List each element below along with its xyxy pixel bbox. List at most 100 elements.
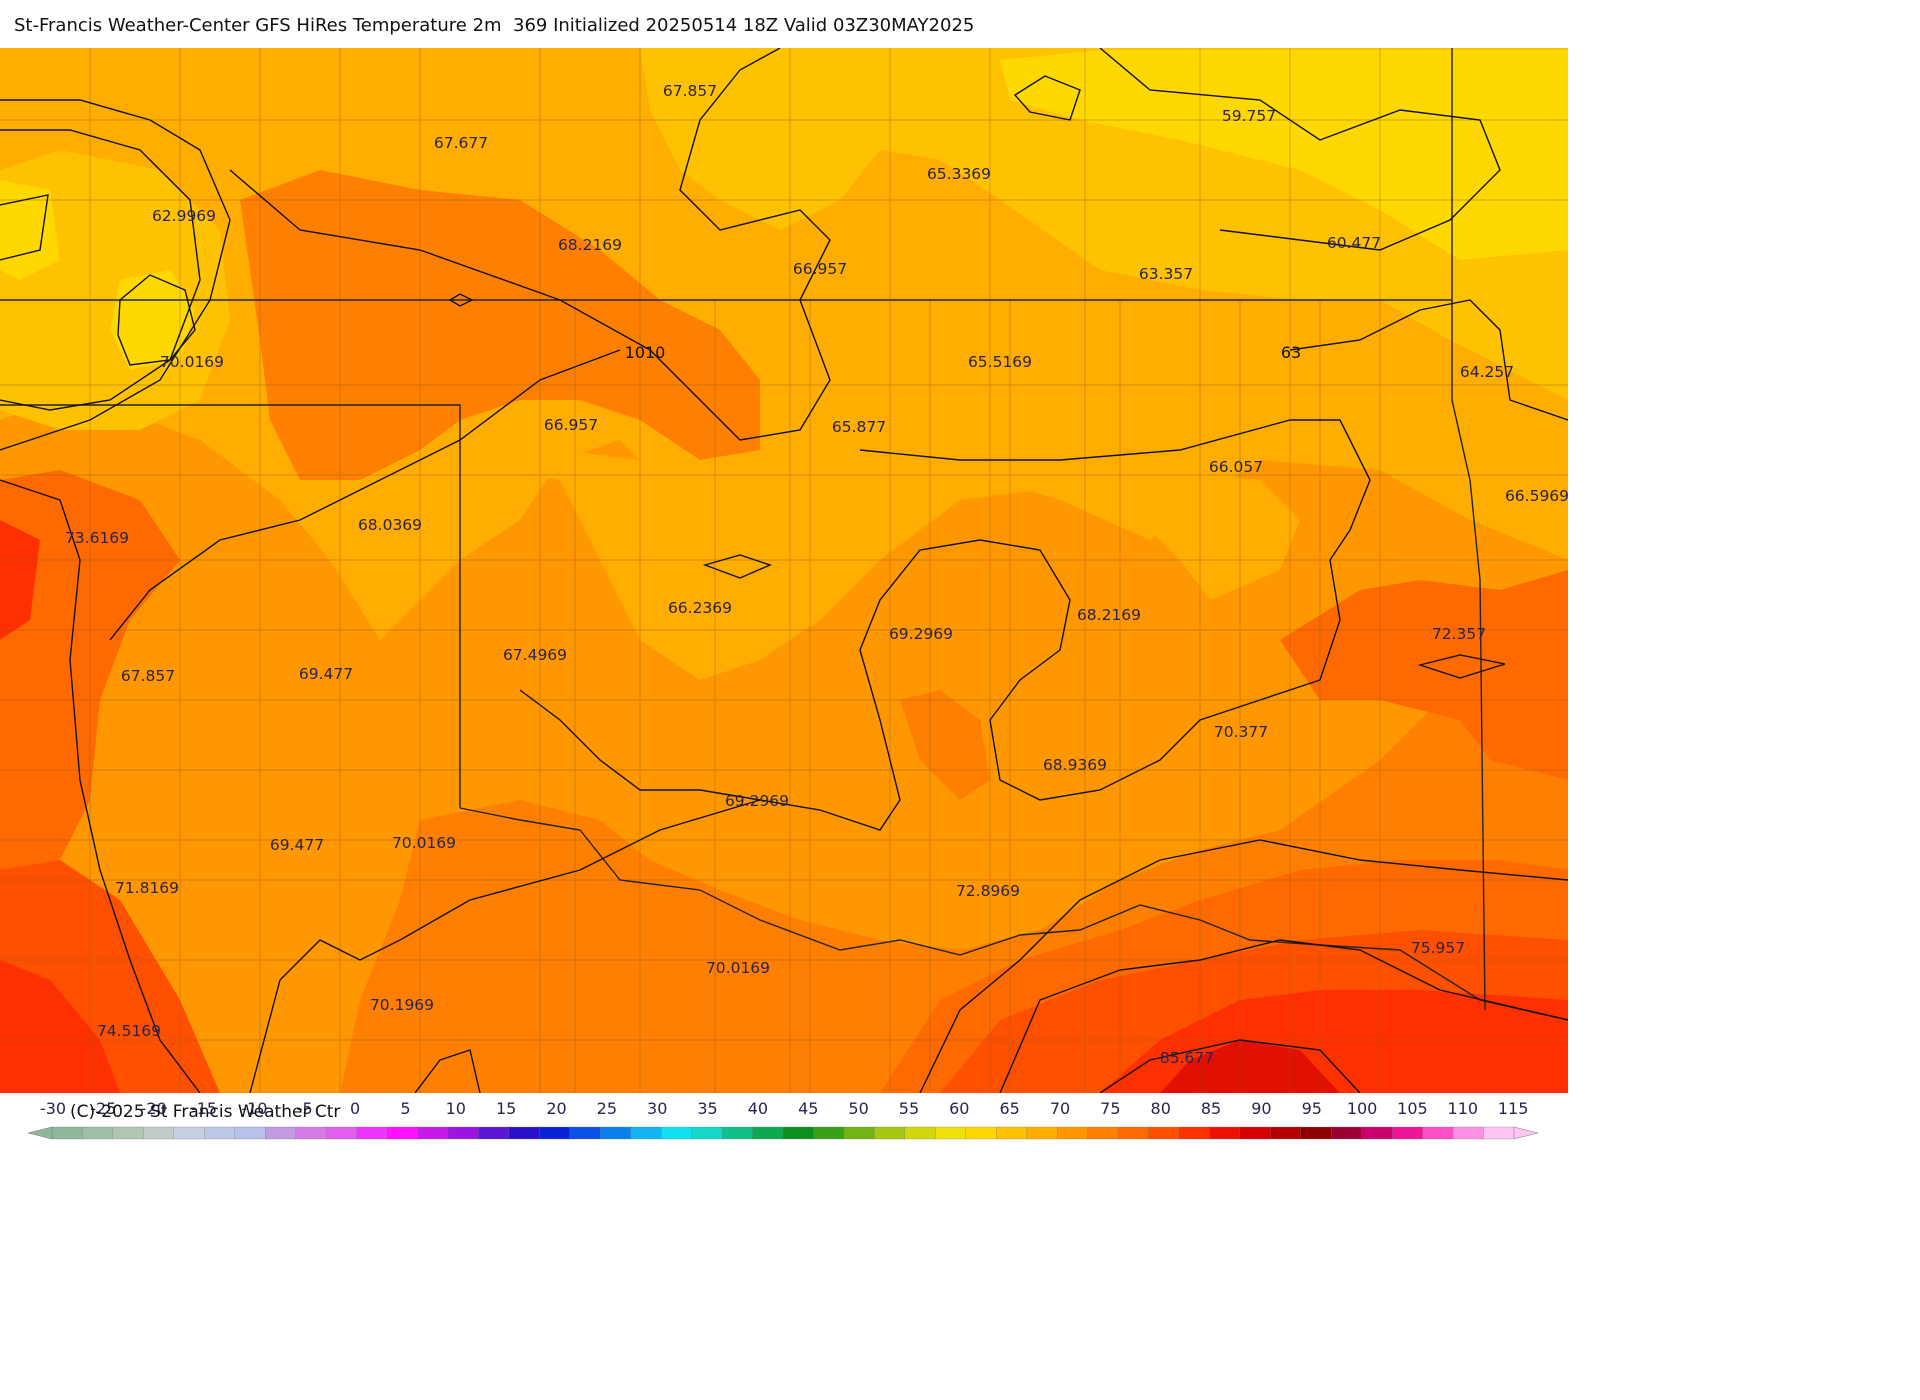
colorbar-tick-label: 100 (1347, 1099, 1378, 1118)
temperature-value-label: 75.957 (1411, 939, 1465, 957)
temperature-value-label: 65.5169 (968, 353, 1032, 371)
colorbar-tick-label: -5 (297, 1099, 313, 1118)
colorbar-swatch (965, 1126, 997, 1140)
temperature-value-label: 66.5969 (1505, 487, 1568, 505)
temperature-value-label: 85.677 (1160, 1049, 1214, 1067)
map-title: St-Francis Weather-Center GFS HiRes Temp… (14, 15, 975, 36)
temperature-value-label: 70.0169 (392, 834, 456, 852)
colorbar-tick-label: 80 (1151, 1099, 1171, 1118)
contour-south-west (249, 799, 761, 1093)
contour-1010 (109, 349, 621, 641)
colorbar-tick-label: -20 (141, 1099, 167, 1118)
temperature-map: 67.857 67.677 62.9969 68.2169 65.3369 59.757 6… (0, 48, 1568, 1093)
temperature-value-label: 70.377 (1214, 723, 1268, 741)
colorbar-swatch (752, 1126, 784, 1140)
temperature-value-label: 63.357 (1139, 265, 1193, 283)
fill-central-65 (500, 430, 1300, 680)
contour-west-mid (0, 129, 201, 411)
temperature-value-label: 67.4969 (503, 646, 567, 664)
temperature-value-label: 62.9969 (152, 207, 216, 225)
temperature-value-label: 67.857 (663, 82, 717, 100)
colorbar-swatch (478, 1126, 510, 1140)
map-canvas: 67.857 67.677 62.9969 68.2169 65.3369 59.757 6… (0, 48, 1568, 1093)
colorbar-tick-label: 95 (1302, 1099, 1322, 1118)
boundary-layer (0, 48, 1568, 1093)
colorbar-tick-label: 5 (400, 1099, 410, 1118)
colorbar-tick-label: 90 (1251, 1099, 1271, 1118)
contour-central-north (229, 48, 831, 441)
colorbar-swatch (295, 1126, 327, 1140)
fill-patch-70-central (900, 690, 990, 800)
colorbar-swatch (1239, 1126, 1271, 1140)
colorbar-swatch (1117, 1126, 1150, 1140)
colorbar-left-arrow (27, 1126, 53, 1140)
colorbar-tick-label: -30 (40, 1099, 66, 1118)
colorbar-swatch (691, 1126, 723, 1140)
fill-zone-70-northwest (240, 170, 760, 480)
value-label-layer: 67.857 67.677 62.9969 68.2169 65.3369 59.757 6… (65, 82, 1568, 1067)
fill-zone-80-west-edge (0, 520, 40, 640)
county-lines-vertical (89, 48, 1381, 1093)
colorbar-swatch (1422, 1126, 1454, 1140)
colorbar-swatch (356, 1126, 388, 1140)
colorbar-swatches (27, 1126, 1539, 1140)
state-border-east (1451, 48, 1486, 1011)
contour-west-outer (0, 99, 231, 451)
colorbar-swatch (874, 1126, 906, 1140)
colorbar-legend: -30 -25 -20 -15 -10 -5 0 5 10 15 20 25 30 35 40 45 50 55 6… (0, 1093, 1568, 1143)
colorbar-right-arrow (1513, 1126, 1539, 1140)
colorbar-tick-label: 15 (496, 1099, 516, 1118)
colorbar-swatch (1300, 1126, 1332, 1140)
temperature-value-label: 60.477 (1327, 234, 1381, 252)
temperature-value-label: 66.957 (544, 416, 598, 434)
colorbar-swatch (721, 1126, 754, 1140)
fill-patch-70-north-central (680, 360, 760, 450)
colorbar-swatch (1452, 1126, 1485, 1140)
colorbar-tick-label: 10 (446, 1099, 466, 1118)
temperature-fill-layer (0, 48, 1568, 1093)
colorbar-swatch (173, 1126, 205, 1140)
temperature-value-label: 68.9369 (1043, 756, 1107, 774)
colorbar-swatch (1209, 1126, 1241, 1140)
contour-63 (1289, 299, 1568, 421)
colorbar-tick-label: 75 (1100, 1099, 1120, 1118)
colorbar-swatch (1087, 1126, 1119, 1140)
temperature-value-label: 66.2369 (668, 599, 732, 617)
temperature-value-label: 69.477 (270, 836, 324, 854)
colorbar-swatch (904, 1126, 936, 1140)
colorbar-swatch (1483, 1126, 1515, 1140)
colorbar-swatch (1056, 1126, 1089, 1140)
temperature-value-label: 64.257 (1460, 363, 1514, 381)
colorbar-tick-label: 55 (899, 1099, 919, 1118)
contour-layer (0, 48, 1568, 1093)
temperature-value-label: 71.8169 (115, 879, 179, 897)
contour-west-south (0, 479, 201, 1093)
colorbar-swatch (569, 1126, 601, 1140)
temperature-value-label: 68.2169 (558, 236, 622, 254)
river-border-south (459, 807, 1568, 1021)
colorbar-swatch (112, 1126, 145, 1140)
temperature-value-label: 67.857 (121, 667, 175, 685)
colorbar-swatch (51, 1126, 84, 1140)
fill-zone-85-southeast (1160, 1040, 1340, 1093)
temperature-value-label: 68.0369 (358, 516, 422, 534)
contour-northeast-loop (1013, 75, 1081, 121)
colorbar-tick-label: 40 (748, 1099, 768, 1118)
colorbar-swatch (1392, 1126, 1424, 1140)
colorbar-swatch (447, 1126, 480, 1140)
temperature-value-label: 70.0169 (706, 959, 770, 977)
colorbar-swatch (508, 1126, 540, 1140)
contour-central-loop (702, 554, 772, 579)
temperature-value-label: 66.957 (793, 260, 847, 278)
temperature-value-label: 68.2169 (1077, 606, 1141, 624)
fill-zone-60-west-b (110, 270, 195, 370)
colorbar-swatch (1331, 1126, 1363, 1140)
colorbar-tick-label: 50 (848, 1099, 868, 1118)
colorbar-canvas: -30 -25 -20 -15 -10 -5 0 5 10 15 20 25 30 35 40 45 50 55 6… (27, 1099, 1539, 1140)
colorbar-tick-label: 45 (798, 1099, 818, 1118)
temperature-value-label: 72.357 (1432, 625, 1486, 643)
colorbar-swatch (1026, 1126, 1058, 1140)
colorbar-tick-label: 35 (697, 1099, 717, 1118)
colorbar-swatch (539, 1126, 571, 1140)
temperature-value-label: 69.2969 (889, 625, 953, 643)
